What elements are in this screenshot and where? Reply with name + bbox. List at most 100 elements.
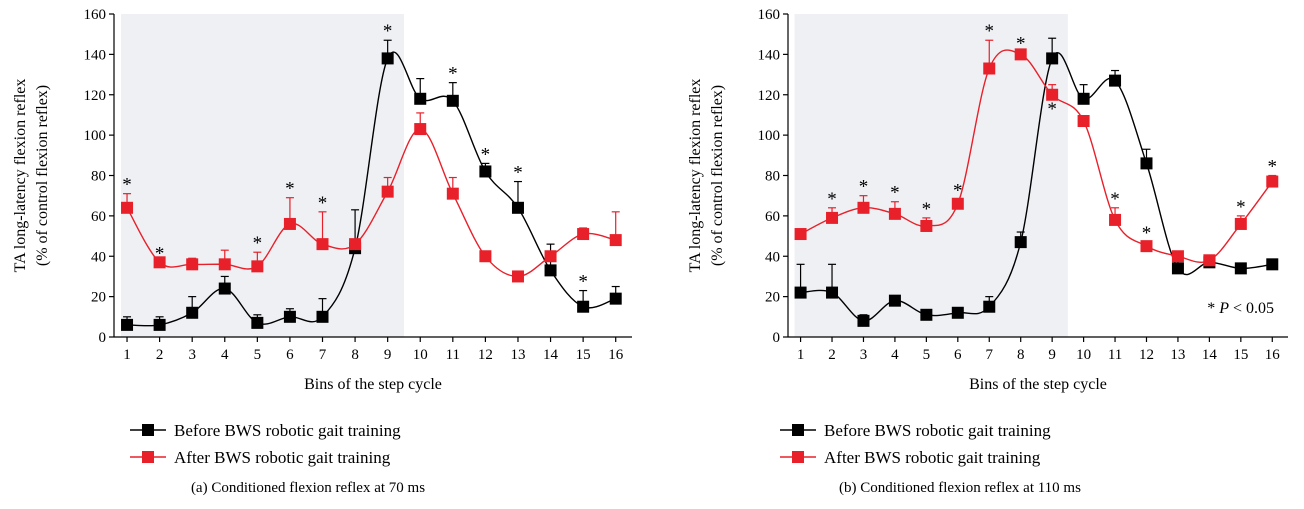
- significance-star: *: [481, 144, 491, 165]
- shaded-region: [121, 14, 404, 337]
- y-tick-label: 100: [84, 128, 107, 144]
- x-tick-label: 10: [413, 347, 428, 363]
- x-tick-label: 13: [510, 347, 525, 363]
- x-tick-label: 14: [543, 347, 559, 363]
- data-point-after: [1014, 48, 1027, 61]
- y-tick-label: 140: [84, 47, 107, 63]
- data-point-before: [1234, 262, 1247, 275]
- significance-star: *: [1142, 223, 1152, 244]
- data-point-after: [1171, 250, 1184, 263]
- significance-star: *: [890, 183, 900, 204]
- data-point-before: [283, 310, 296, 323]
- x-tick-label: 2: [828, 347, 836, 363]
- data-point-after: [1234, 217, 1247, 230]
- y-tick-label: 160: [84, 7, 107, 23]
- data-point-after: [316, 238, 329, 251]
- significance-star: *: [985, 21, 995, 42]
- x-tick-label: 3: [188, 347, 196, 363]
- x-tick-label: 4: [891, 347, 899, 363]
- y-tick-label: 120: [84, 88, 107, 104]
- x-tick-label: 8: [1017, 347, 1024, 363]
- data-point-before: [479, 165, 492, 178]
- significance-star: *: [253, 233, 263, 254]
- data-point-after: [857, 201, 870, 214]
- significance-star: *: [1236, 197, 1246, 218]
- y-tick-label: 40: [765, 249, 780, 265]
- x-tick-label: 6: [954, 347, 962, 363]
- x-tick-label: 12: [478, 347, 493, 363]
- legend-label-after: After BWS robotic gait training: [174, 448, 391, 467]
- legend-label-after: After BWS robotic gait training: [824, 448, 1041, 467]
- legend-label-before: Before BWS robotic gait training: [824, 421, 1051, 440]
- data-point-after: [826, 211, 839, 224]
- significance-star: *: [1268, 157, 1278, 178]
- data-point-before: [1109, 74, 1122, 87]
- data-point-after: [283, 217, 296, 230]
- data-point-before: [983, 300, 996, 313]
- data-point-after: [1203, 254, 1216, 267]
- data-point-before: [544, 264, 557, 277]
- y-tick-label: 120: [758, 88, 781, 104]
- data-point-before: [1171, 262, 1184, 275]
- data-point-after: [121, 201, 134, 214]
- data-point-before: [1014, 236, 1027, 249]
- y-tick-label: 80: [765, 169, 780, 185]
- significance-star: *: [922, 199, 932, 220]
- x-tick-label: 1: [797, 347, 805, 363]
- p-value-annotation: * P < 0.05: [1207, 300, 1274, 317]
- y-tick-label: 160: [758, 7, 781, 23]
- significance-star: *: [859, 177, 869, 198]
- data-point-after: [951, 197, 964, 210]
- x-tick-label: 16: [608, 347, 624, 363]
- significance-star: *: [513, 163, 523, 184]
- y-tick-label: 40: [91, 249, 106, 265]
- x-tick-label: 9: [384, 347, 392, 363]
- x-tick-label: 5: [254, 347, 262, 363]
- data-point-after: [983, 62, 996, 75]
- x-tick-label: 15: [576, 347, 591, 363]
- y-tick-label: 20: [91, 290, 106, 306]
- data-point-before: [218, 282, 231, 295]
- y-tick-label: 140: [758, 47, 781, 63]
- x-tick-label: 7: [986, 347, 994, 363]
- data-point-before: [577, 300, 590, 313]
- significance-star: *: [827, 189, 837, 210]
- x-tick-label: 15: [1233, 347, 1248, 363]
- x-tick-label: 11: [1108, 347, 1122, 363]
- data-point-after: [349, 238, 362, 251]
- x-tick-label: 13: [1170, 347, 1185, 363]
- significance-star: *: [953, 181, 963, 202]
- significance-star: *: [1110, 189, 1120, 210]
- data-point-after: [251, 260, 264, 273]
- data-point-after: [577, 228, 590, 241]
- data-point-before: [186, 306, 199, 319]
- data-point-after: [794, 228, 807, 241]
- y-axis-title-line: (% of control flexion reflex): [34, 85, 51, 266]
- data-point-before: [414, 92, 427, 105]
- legend: Before BWS robotic gait training After BW…: [130, 421, 401, 467]
- y-axis-title-line: (% of control flexion reflex): [709, 85, 726, 266]
- x-tick-label: 1: [123, 347, 131, 363]
- chart-panel-a: 0 20 40 60 80 100 120 140 160 1 2 3 4 5 6 7 8 9 10 11 12 13 14…: [12, 7, 632, 496]
- data-point-before: [1266, 258, 1279, 271]
- y-tick-label: 60: [91, 209, 106, 225]
- data-point-before: [609, 292, 622, 305]
- data-point-after: [218, 258, 231, 271]
- data-point-after: [511, 270, 524, 283]
- data-point-before: [857, 314, 870, 327]
- legend-marker-after: [142, 451, 154, 463]
- significance-star: *: [122, 175, 132, 196]
- panel-caption-b: (b) Conditioned flexion reflex at 110 ms: [839, 480, 1081, 496]
- significance-star: *: [448, 64, 458, 85]
- data-point-before: [1140, 157, 1153, 170]
- x-tick-label: 14: [1202, 347, 1218, 363]
- y-axis-title-line: TA long-latency flexion reflex: [687, 79, 704, 273]
- panel-caption-a: (a) Conditioned flexion reflex at 70 ms: [190, 480, 426, 496]
- data-point-before: [316, 310, 329, 323]
- data-point-before: [251, 316, 264, 329]
- significance-star: *: [383, 21, 393, 42]
- legend-marker-after: [792, 451, 804, 463]
- y-axis-title-line: TA long-latency flexion reflex: [12, 79, 29, 273]
